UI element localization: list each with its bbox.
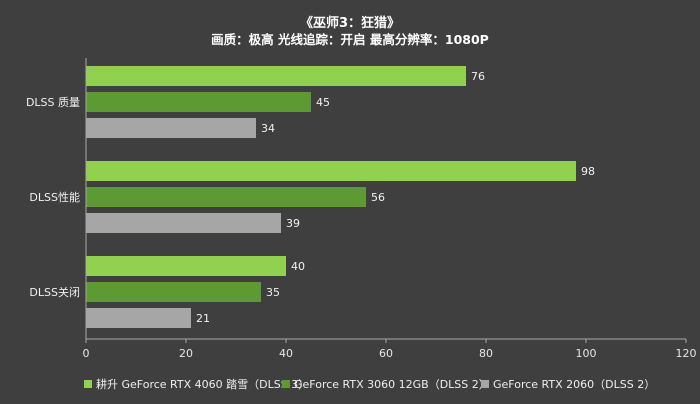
bar (86, 256, 286, 276)
category-label: DLSS 质量 (26, 96, 80, 109)
legend-label: 耕升 GeForce RTX 4060 踏雪（DLSS 3） (96, 377, 309, 391)
bar (86, 282, 261, 302)
data-label: 56 (371, 191, 385, 204)
x-tick-label: 20 (179, 347, 193, 360)
legend-label: GeForce RTX 2060（DLSS 2） (493, 378, 655, 391)
x-tick-label: 0 (83, 347, 90, 360)
data-label: 76 (471, 70, 485, 83)
category-label: DLSS关闭 (29, 285, 80, 299)
x-tick-label: 60 (379, 347, 393, 360)
bar (86, 161, 576, 181)
x-tick-label: 100 (576, 347, 597, 360)
bar (86, 92, 311, 112)
bar (86, 66, 466, 86)
x-tick-label: 120 (676, 347, 697, 360)
labels-layer: DLSS 质量 76 45 34 DLSS性能 98 56 39 DLSS关闭 40 35 21 (26, 70, 595, 325)
legend-label: GeForce RTX 3060 12GB（DLSS 2） (294, 378, 490, 391)
data-label: 98 (581, 165, 595, 178)
x-axis: 0 20 40 60 80 100 120 (83, 58, 697, 360)
legend-swatch (282, 380, 290, 388)
bars-layer (86, 66, 576, 328)
bar (86, 308, 191, 328)
x-tick-label: 40 (279, 347, 293, 360)
legend: 耕升 GeForce RTX 4060 踏雪（DLSS 3）GeForce RT… (84, 377, 655, 391)
data-label: 34 (261, 122, 275, 135)
data-label: 35 (266, 286, 280, 299)
data-label: 45 (316, 96, 330, 109)
bar (86, 118, 256, 138)
bar (86, 187, 366, 207)
data-label: 40 (291, 260, 305, 273)
legend-swatch (481, 380, 489, 388)
chart-subtitle: 画质：极高 光线追踪：开启 最高分辨率：1080P (211, 32, 489, 47)
bar (86, 213, 281, 233)
data-label: 21 (196, 312, 210, 325)
category-label: DLSS性能 (29, 190, 80, 204)
x-tick-label: 80 (479, 347, 493, 360)
data-label: 39 (286, 217, 300, 230)
legend-swatch (84, 380, 92, 388)
chart-title: 《巫师3：狂猎》 (300, 15, 400, 31)
